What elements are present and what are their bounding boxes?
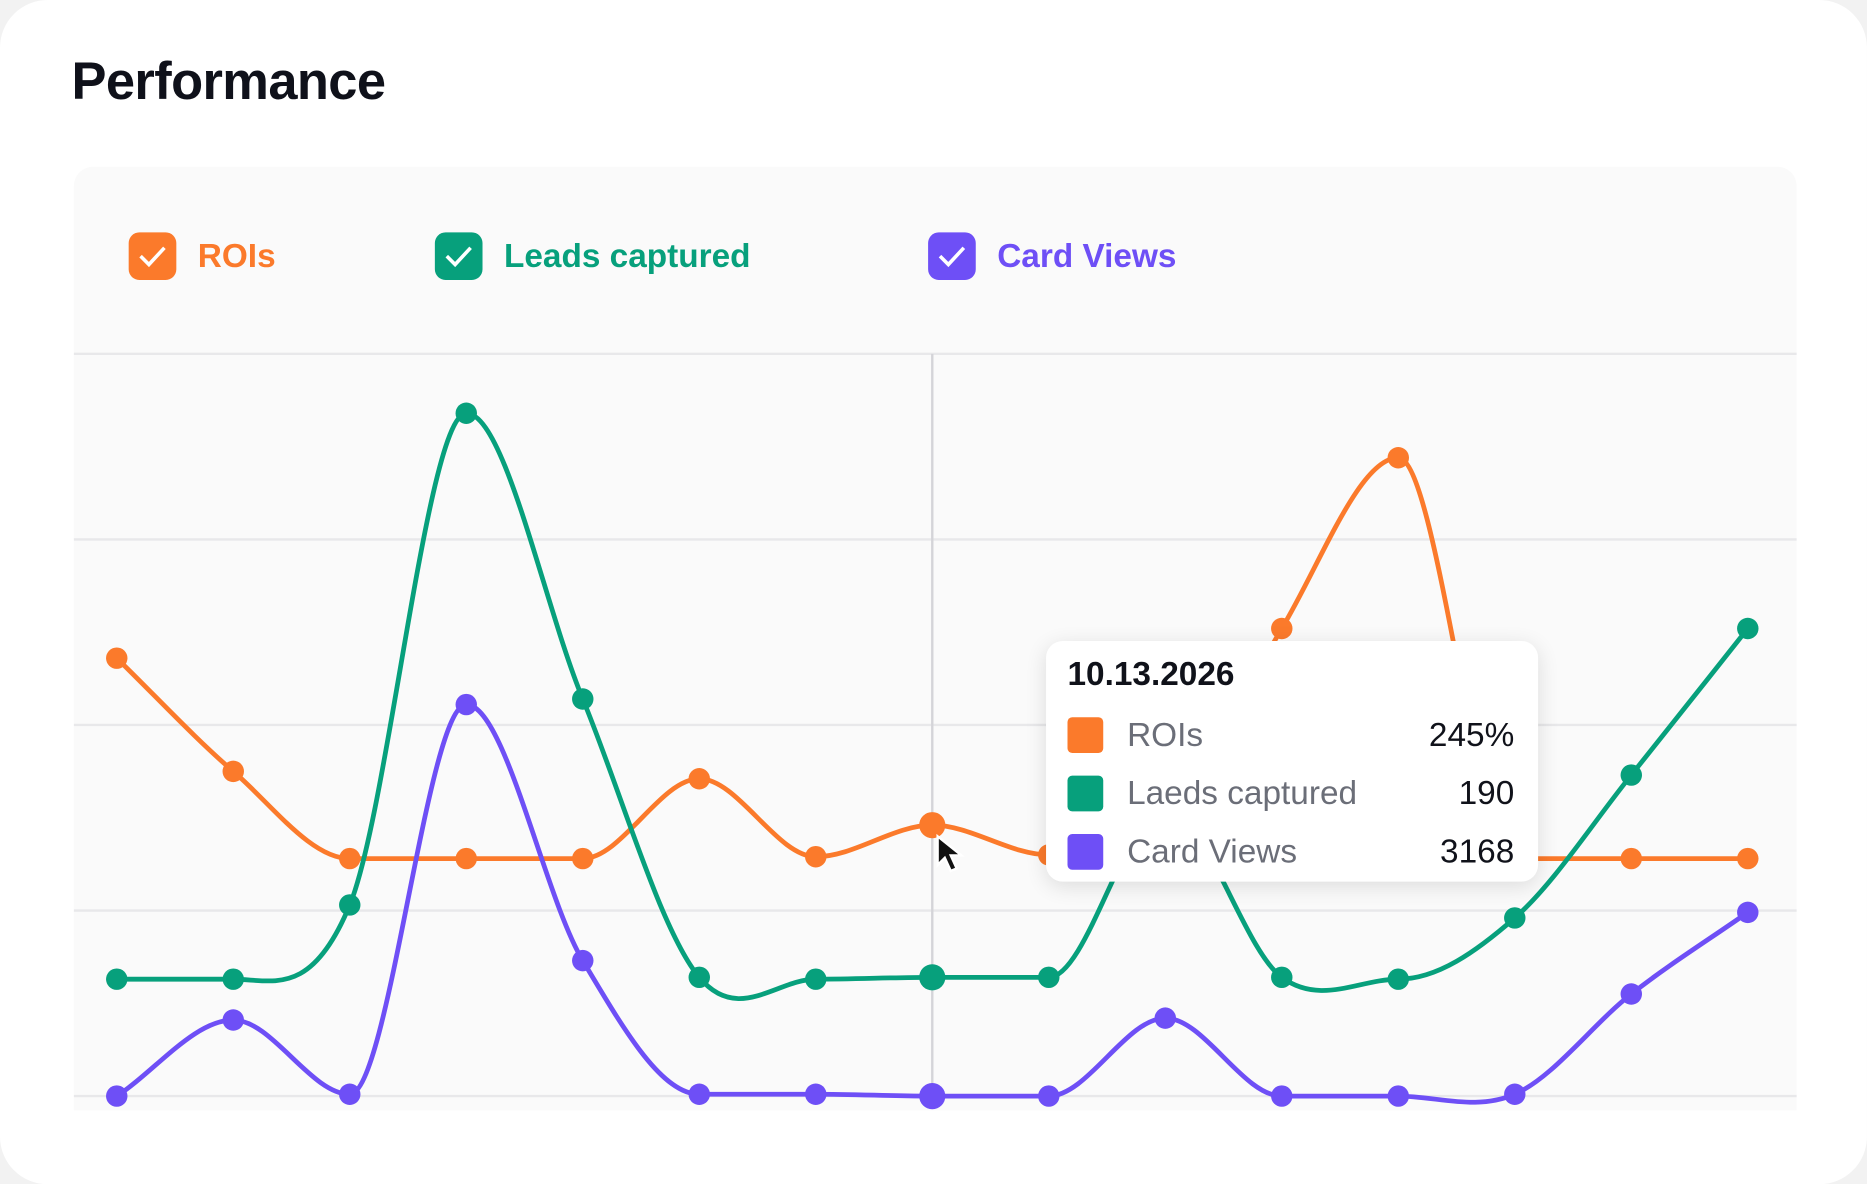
data-point	[1271, 966, 1293, 989]
data-point	[1737, 847, 1759, 870]
data-point	[688, 768, 710, 790]
data-point	[572, 949, 594, 972]
data-point	[222, 1009, 244, 1031]
legend-toggle-card-views[interactable]: Card Views	[928, 232, 1176, 280]
checkbox[interactable]	[928, 232, 976, 280]
chart-panel	[73, 166, 1797, 1111]
tooltip-row-rois: ROIs 245%	[1067, 705, 1514, 763]
mouse-cursor-icon	[936, 833, 965, 873]
legend-toggle-rois[interactable]: ROIs	[128, 232, 276, 280]
swatch	[1067, 833, 1104, 870]
legend-label: Leads captured	[503, 237, 751, 275]
check-icon	[445, 246, 472, 268]
data-point	[688, 1083, 710, 1105]
data-point	[1620, 847, 1643, 870]
data-point	[106, 968, 128, 990]
data-point	[455, 402, 477, 424]
data-point	[339, 1083, 361, 1105]
series-line-2	[115, 702, 1750, 1105]
series-line-1	[116, 410, 1750, 1001]
data-point	[455, 693, 477, 716]
data-point	[1387, 968, 1410, 990]
data-point	[1504, 907, 1526, 929]
data-point	[805, 845, 827, 868]
data-point	[1154, 1007, 1176, 1029]
tooltip-row-leads: Laeds captured 190	[1067, 764, 1514, 822]
data-point	[222, 968, 244, 990]
data-point	[455, 847, 477, 870]
data-point	[1387, 447, 1410, 469]
tooltip-date: 10.13.2026	[1067, 655, 1235, 693]
check-icon	[938, 246, 966, 268]
tooltip-label: Card Views	[1127, 832, 1298, 870]
data-point	[1038, 966, 1060, 989]
data-point	[1387, 1085, 1410, 1107]
data-point	[1271, 617, 1293, 640]
data-point	[919, 1082, 946, 1110]
data-point	[1737, 901, 1759, 924]
tooltip-label: ROIs	[1127, 715, 1204, 753]
data-point	[222, 760, 244, 783]
swatch	[1067, 775, 1104, 811]
tooltip-value: 3168	[1440, 832, 1515, 870]
data-point	[339, 847, 361, 870]
data-point	[805, 1083, 827, 1105]
legend-label: Card Views	[997, 237, 1177, 275]
tooltip-label: Laeds captured	[1127, 773, 1358, 811]
data-point	[339, 894, 361, 916]
swatch	[1067, 716, 1104, 753]
data-point	[572, 847, 594, 870]
data-point	[688, 966, 710, 989]
data-point	[919, 812, 946, 839]
checkbox[interactable]	[434, 232, 483, 280]
tooltip-value: 190	[1458, 773, 1515, 811]
data-point	[1038, 1085, 1060, 1107]
tooltip: 10.13.2026 ROIs 245% Laeds captured 190 …	[1046, 640, 1539, 882]
legend-toggle-leads[interactable]: Leads captured	[434, 232, 751, 280]
data-point	[572, 688, 594, 710]
legend-label: ROIs	[197, 237, 276, 275]
data-point	[1271, 1085, 1293, 1107]
tooltip-value: 245%	[1428, 715, 1515, 753]
data-point	[1620, 764, 1643, 786]
data-point	[1620, 983, 1643, 1005]
data-point	[1504, 1083, 1526, 1105]
data-point	[919, 964, 946, 991]
data-point	[1737, 617, 1759, 640]
data-point	[805, 968, 827, 990]
checkbox[interactable]	[128, 232, 177, 280]
tooltip-row-card-views: Card Views 3168	[1067, 822, 1514, 880]
data-point	[106, 1085, 128, 1107]
data-point	[106, 647, 128, 669]
check-icon	[139, 246, 166, 268]
page-title: Performance	[71, 52, 386, 111]
